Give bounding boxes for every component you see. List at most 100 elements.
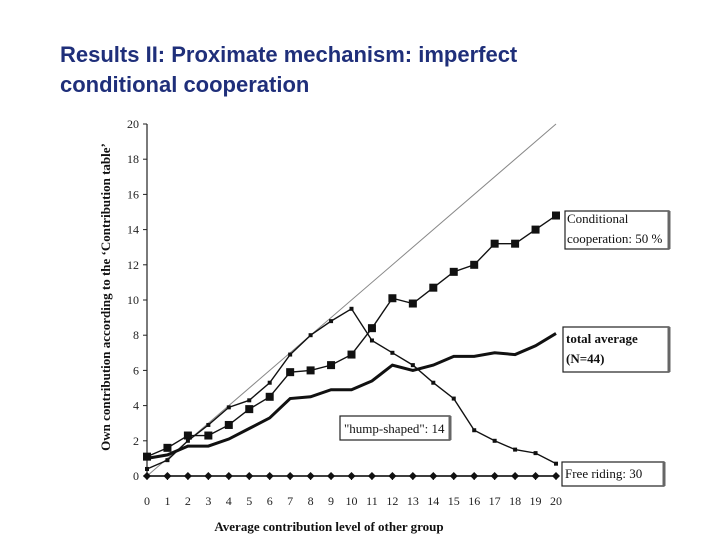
conditional-data-point	[204, 431, 213, 440]
hump-data-point	[206, 422, 211, 427]
x-tick-label: 18	[509, 494, 521, 508]
free-data-point	[143, 472, 151, 480]
hump-data-point	[165, 458, 170, 463]
conditional-data-point	[347, 350, 356, 359]
hump-data-point	[533, 451, 538, 456]
free-data-point	[163, 472, 172, 480]
conditional-data-point	[306, 366, 315, 375]
y-tick-label: 20	[127, 117, 139, 131]
x-tick-label: 3	[205, 494, 211, 508]
hump-data-point	[554, 461, 558, 466]
x-tick-label: 7	[287, 494, 293, 508]
x-tick-label: 10	[346, 494, 358, 508]
hump-data-point	[247, 398, 252, 403]
free-data-point	[224, 472, 233, 480]
x-tick-label: 9	[328, 494, 334, 508]
free-data-point	[531, 472, 540, 480]
free-data-point	[265, 472, 274, 480]
conditional-data-point	[429, 283, 438, 292]
y-tick-label: 16	[127, 187, 139, 201]
hump-data-point	[145, 466, 149, 471]
x-tick-label: 11	[366, 494, 378, 508]
y-tick-label: 18	[127, 152, 139, 166]
free-data-point	[286, 472, 295, 480]
conditional-data-point	[408, 299, 417, 308]
y-tick-label: 0	[133, 469, 139, 483]
conditional-data-point	[470, 260, 479, 269]
y-tick-label: 6	[133, 363, 139, 377]
total-average-label-line-1: total average	[566, 331, 638, 346]
conditional-label-box: Conditional cooperation: 50 %	[564, 210, 671, 250]
conditional-data-point	[552, 211, 560, 220]
free-data-point	[245, 472, 254, 480]
y-tick-label: 10	[127, 293, 139, 307]
x-tick-label: 15	[448, 494, 460, 508]
x-tick-label: 20	[550, 494, 562, 508]
y-tick-label: 12	[127, 258, 139, 272]
hump-data-point	[226, 405, 231, 410]
x-tick-label: 16	[468, 494, 480, 508]
slide-title-line-2: conditional cooperation	[60, 72, 310, 97]
x-tick-label: 0	[144, 494, 150, 508]
total-average-label-box: total average (N=44)	[562, 326, 671, 373]
free-data-point	[511, 472, 520, 480]
x-tick-label: 2	[185, 494, 191, 508]
y-tick-label: 14	[127, 223, 139, 237]
hump-data-point	[349, 306, 354, 311]
conditional-data-point	[367, 324, 376, 333]
free-data-point	[183, 472, 192, 480]
hump-data-point	[185, 438, 190, 443]
total-average-label-line-2: (N=44)	[566, 351, 604, 366]
hump-data-point	[308, 333, 313, 338]
hump-data-point	[431, 380, 436, 385]
free-data-point	[449, 472, 458, 480]
conditional-data-point	[163, 443, 172, 452]
hump-data-point	[472, 428, 477, 433]
hump-shaped-label: "hump-shaped": 14	[344, 421, 445, 436]
hump-data-point	[267, 380, 272, 385]
conditional-label-line-2: cooperation: 50 %	[567, 231, 662, 246]
hump-data-point	[329, 319, 334, 324]
y-tick-label: 4	[133, 399, 139, 413]
free-data-point	[204, 472, 213, 480]
conditional-data-point	[265, 392, 274, 401]
conditional-data-point	[531, 225, 540, 234]
x-tick-label: 6	[267, 494, 273, 508]
series-layer	[143, 211, 560, 480]
conditional-data-point	[286, 368, 295, 377]
free-data-point	[408, 472, 417, 480]
y-tick-label: 8	[133, 328, 139, 342]
free-data-point	[347, 472, 356, 480]
slide-title: Results II: Proximate mechanism: imperfe…	[60, 40, 680, 100]
free-data-point	[429, 472, 438, 480]
hump-data-point	[288, 352, 293, 357]
hump-data-point	[513, 447, 518, 452]
conditional-data-point	[449, 267, 458, 276]
conditional-data-point	[224, 420, 233, 429]
x-tick-label: 5	[246, 494, 252, 508]
slide-title-line-1: Results II: Proximate mechanism: imperfe…	[60, 42, 518, 67]
hump-data-point	[410, 363, 415, 368]
total-series-line	[146, 332, 557, 460]
conditional-data-point	[183, 431, 192, 440]
y-tick-label: 2	[133, 434, 139, 448]
x-tick-label: 1	[164, 494, 170, 508]
free-data-point	[367, 472, 376, 480]
x-tick-label: 12	[386, 494, 398, 508]
hump-data-point	[390, 350, 395, 355]
diagonal-reference-line	[146, 123, 557, 477]
conditional-data-point	[388, 294, 397, 303]
conditional-data-point	[511, 239, 520, 248]
hump-data-point	[492, 438, 497, 443]
hump-data-point	[451, 396, 456, 401]
free-data-point	[490, 472, 499, 480]
conditional-data-point	[143, 452, 151, 461]
conditional-label-line-1: Conditional	[567, 211, 629, 226]
y-axis-label: Own contribution according to the ‘Contr…	[98, 143, 113, 451]
x-tick-label: 8	[308, 494, 314, 508]
free-data-point	[552, 472, 560, 480]
free-data-point	[327, 472, 336, 480]
x-tick-label: 17	[489, 494, 501, 508]
series-labels: Conditional cooperation: 50 % total aver…	[339, 210, 671, 487]
